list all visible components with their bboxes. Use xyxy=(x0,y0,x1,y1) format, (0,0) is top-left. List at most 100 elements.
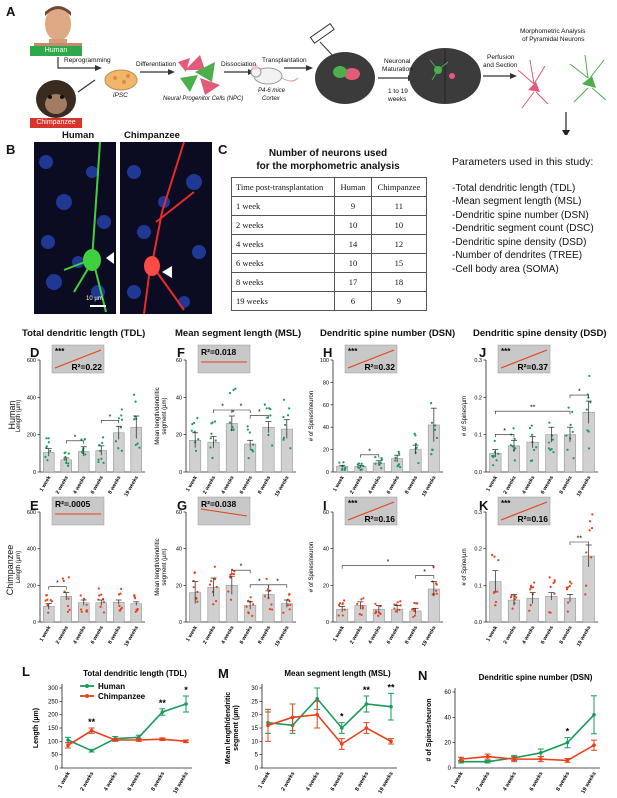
bar xyxy=(244,443,257,473)
data-dot xyxy=(249,448,252,451)
y-tick-label: 40 xyxy=(176,395,182,401)
mouse-image xyxy=(250,64,299,85)
data-point xyxy=(266,723,270,728)
data-dot xyxy=(529,459,533,463)
data-dot xyxy=(585,551,588,554)
data-dot xyxy=(343,608,346,611)
data-dot xyxy=(102,597,105,601)
y-tick-label: 400 xyxy=(27,547,36,553)
data-dot xyxy=(252,443,255,446)
data-dot xyxy=(120,587,123,590)
data-dot xyxy=(360,468,363,471)
y-axis-label: segment (µm) xyxy=(162,548,168,585)
data-dot xyxy=(263,403,266,406)
data-dot xyxy=(44,455,47,458)
data-dot xyxy=(551,438,554,441)
y-tick-label: 250 xyxy=(48,699,59,705)
data-dot xyxy=(492,591,496,595)
data-dot xyxy=(585,408,588,411)
data-dot xyxy=(266,416,269,419)
data-dot xyxy=(66,604,70,608)
x-tick-label: 8 weeks xyxy=(559,625,574,645)
x-tick-label: 19 weeks xyxy=(274,475,291,498)
data-dot xyxy=(83,597,86,600)
data-dot xyxy=(228,421,232,424)
data-dot xyxy=(430,453,433,456)
data-dot xyxy=(567,601,570,604)
y-tick-label: 15 xyxy=(251,726,258,732)
data-dot xyxy=(565,434,568,437)
data-dot xyxy=(132,393,136,396)
y-tick-label: 40 xyxy=(323,425,329,431)
series-line-human xyxy=(67,703,187,752)
regression-stars: *** xyxy=(501,347,511,356)
y-tick-label: 60 xyxy=(176,510,182,516)
data-dot xyxy=(432,565,435,568)
data-dot xyxy=(251,614,254,617)
legend-label: Chimpanzee xyxy=(98,692,146,701)
significance-label: * xyxy=(276,578,279,585)
significance-bracket xyxy=(569,541,589,545)
microscopy-images xyxy=(34,142,212,314)
data-point xyxy=(364,702,369,706)
data-dot xyxy=(209,446,212,449)
y-tick-label: 80 xyxy=(323,380,329,386)
regression-stars: *** xyxy=(55,347,65,356)
workflow-diagram xyxy=(30,6,607,135)
data-dot xyxy=(282,438,285,441)
x-tick-label: 6 weeks xyxy=(239,475,254,495)
data-dot xyxy=(513,459,517,462)
data-point xyxy=(290,715,295,720)
data-dot xyxy=(229,598,233,601)
significance-label: * xyxy=(74,434,77,441)
data-dot xyxy=(133,418,136,421)
x-tick-label: 19 weeks xyxy=(377,771,394,795)
data-dot xyxy=(532,448,536,452)
data-dot xyxy=(509,596,513,599)
data-dot xyxy=(197,438,200,441)
data-dot xyxy=(67,597,70,600)
data-dot xyxy=(570,582,573,585)
data-dot xyxy=(136,607,139,611)
data-dot xyxy=(45,594,48,597)
data-dot xyxy=(288,608,291,611)
x-tick-label: 2 weeks xyxy=(476,771,492,792)
chart-title: Dendritic spine number (DSN) xyxy=(479,673,593,682)
panel-letter-i: I xyxy=(323,498,327,513)
data-dot xyxy=(377,614,380,617)
data-dot xyxy=(497,452,500,455)
x-tick-label: 1 week xyxy=(485,625,499,643)
data-point xyxy=(137,738,141,742)
data-dot xyxy=(84,453,87,456)
data-dot xyxy=(397,464,400,467)
x-tick-label: 1 week xyxy=(451,770,466,789)
data-dot xyxy=(584,593,587,596)
regression-line xyxy=(54,349,102,369)
data-dot xyxy=(267,433,270,437)
x-tick-label: 4 weeks xyxy=(220,625,235,645)
data-dot xyxy=(195,597,198,600)
data-dot xyxy=(548,421,551,424)
data-dot xyxy=(569,423,572,426)
significance-label: ** xyxy=(577,536,583,543)
significance-label: ** xyxy=(159,698,167,708)
y-axis-label: Length (µm) xyxy=(16,400,22,432)
scale-bar-label: 10 µm xyxy=(86,296,103,302)
data-dot xyxy=(587,430,590,433)
data-dot xyxy=(193,430,196,433)
y-tick-label: 0.0 xyxy=(474,620,482,626)
data-dot xyxy=(229,573,232,576)
data-dot xyxy=(553,592,556,595)
panel-letter-j: J xyxy=(479,345,487,360)
data-dot xyxy=(589,556,593,559)
significance-label: * xyxy=(566,727,570,737)
data-dot xyxy=(513,602,516,605)
data-dot xyxy=(566,586,569,589)
data-dot xyxy=(85,603,88,606)
data-dot xyxy=(265,407,268,410)
data-dot xyxy=(208,583,212,586)
data-dot xyxy=(193,421,196,424)
y-tick-label: 100 xyxy=(320,358,329,364)
data-dot xyxy=(114,440,118,443)
